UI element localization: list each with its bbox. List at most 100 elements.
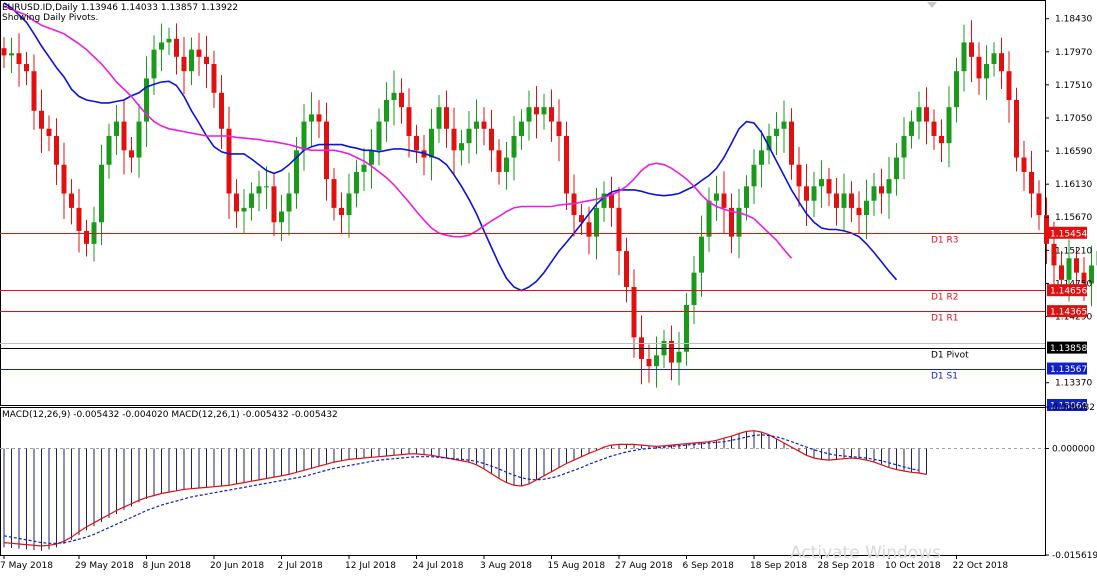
candle-bull bbox=[474, 122, 479, 129]
candle-bear bbox=[797, 165, 802, 187]
x-tick-label: 2 Jul 2018 bbox=[278, 561, 323, 571]
candle-bear bbox=[879, 186, 884, 193]
candle-bull bbox=[189, 50, 194, 72]
candle-bull bbox=[369, 150, 374, 164]
candle-bear bbox=[564, 136, 569, 194]
candle-bull bbox=[437, 107, 442, 129]
candle-bear bbox=[17, 53, 22, 64]
candle-bull bbox=[152, 50, 157, 79]
candle-bear bbox=[722, 194, 727, 208]
candle-bull bbox=[947, 107, 952, 143]
candle-bull bbox=[354, 172, 359, 194]
candle-bear bbox=[414, 136, 419, 150]
candle-bull bbox=[467, 129, 472, 143]
x-tick-label: 29 May 2018 bbox=[75, 561, 134, 571]
candle-bear bbox=[587, 222, 592, 236]
candle-bear bbox=[272, 186, 277, 222]
price-tick-label: 1.18430 bbox=[1055, 15, 1092, 25]
candle-bull bbox=[684, 305, 689, 352]
pivot-label: D1 Pivot bbox=[931, 351, 969, 361]
x-tick-label: 8 Jun 2018 bbox=[143, 561, 192, 571]
chart-shift-icon bbox=[927, 2, 937, 8]
candle-bear bbox=[317, 114, 322, 121]
candle-bear bbox=[174, 39, 179, 57]
candle-bull bbox=[257, 186, 262, 193]
candle-bull bbox=[287, 194, 292, 212]
candle-bull bbox=[654, 355, 659, 366]
pivot-label: D1 R1 bbox=[931, 314, 959, 324]
windows-watermark: Activate Windows bbox=[790, 543, 941, 563]
candle-bull bbox=[992, 53, 997, 64]
candle-bull bbox=[917, 107, 922, 121]
x-tick-label: 15 Aug 2018 bbox=[548, 561, 606, 571]
candle-bear bbox=[857, 208, 862, 215]
candle-bear bbox=[1059, 265, 1064, 279]
candle-bear bbox=[849, 194, 854, 208]
x-tick-label: 6 Sep 2018 bbox=[683, 561, 735, 571]
candle-bear bbox=[332, 179, 337, 208]
candle-bull bbox=[677, 352, 682, 363]
candle-bull bbox=[159, 42, 164, 49]
candle-bear bbox=[632, 287, 637, 337]
macd-label: MACD(12,26,9) -0.005432 -0.004020 MACD(1… bbox=[2, 410, 338, 420]
candle-bull bbox=[699, 237, 704, 273]
x-tick-label: 3 Aug 2018 bbox=[480, 561, 532, 571]
price-tick-label: 1.16590 bbox=[1055, 147, 1092, 157]
price-tick-label: 1.16130 bbox=[1055, 180, 1092, 190]
x-tick-label: 27 Aug 2018 bbox=[615, 561, 673, 571]
candle-bull bbox=[962, 42, 967, 71]
price-label-text: 1.14656 bbox=[1050, 287, 1087, 297]
candle-bear bbox=[932, 122, 937, 136]
x-tick-label: 7 May 2018 bbox=[0, 561, 53, 571]
candle-bear bbox=[2, 48, 7, 55]
candle-bull bbox=[864, 201, 869, 215]
candle-bear bbox=[789, 122, 794, 165]
candle-bull bbox=[99, 165, 104, 223]
candle-bear bbox=[77, 208, 82, 231]
candle-bull bbox=[752, 165, 757, 187]
price-tick-label: 1.15670 bbox=[1055, 213, 1092, 223]
candle-bear bbox=[24, 64, 29, 71]
macd-tick-label: -0.015619 bbox=[1052, 551, 1097, 561]
candle-bear bbox=[32, 71, 37, 111]
candle-bull bbox=[774, 129, 779, 136]
candle-bear bbox=[407, 107, 412, 136]
candle-bull bbox=[842, 194, 847, 208]
macd-tick-label: 0.006082 bbox=[1052, 403, 1095, 413]
candle-bear bbox=[534, 107, 539, 114]
candle-bull bbox=[242, 208, 247, 212]
candle-bull bbox=[707, 201, 712, 237]
candle-bull bbox=[594, 208, 599, 237]
candle-bull bbox=[362, 165, 367, 172]
price-tick-label: 1.17970 bbox=[1055, 48, 1092, 58]
candle-bear bbox=[129, 150, 134, 157]
candle-bear bbox=[444, 107, 449, 129]
pivot-label: D1 S1 bbox=[931, 372, 958, 382]
candle-bear bbox=[234, 194, 239, 212]
candle-bear bbox=[1007, 71, 1012, 100]
candle-bull bbox=[114, 122, 119, 136]
price-label-text: 1.13858 bbox=[1050, 344, 1087, 354]
candle-bear bbox=[977, 57, 982, 79]
candle-bull bbox=[519, 122, 524, 136]
candle-bull bbox=[902, 136, 907, 158]
price-label-text: 1.14365 bbox=[1050, 308, 1087, 318]
candle-bear bbox=[47, 129, 52, 136]
candle-bear bbox=[212, 64, 217, 93]
price-tick-label: 1.13370 bbox=[1055, 379, 1092, 389]
candle-bull bbox=[249, 194, 254, 208]
candle-bear bbox=[1037, 194, 1042, 216]
macd-pane-border bbox=[1, 408, 1046, 556]
candle-bear bbox=[204, 57, 209, 64]
candle-bull bbox=[527, 107, 532, 121]
symbol-info: EURUSD.ID,Daily 1.13946 1.14033 1.13857 … bbox=[2, 3, 238, 13]
candle-bull bbox=[167, 39, 172, 43]
candle-bear bbox=[452, 129, 457, 151]
candle-bear bbox=[557, 122, 562, 136]
candle-bear bbox=[227, 129, 232, 194]
candle-bear bbox=[1014, 100, 1019, 158]
candle-bear bbox=[804, 186, 809, 200]
candle-bear bbox=[497, 150, 502, 172]
